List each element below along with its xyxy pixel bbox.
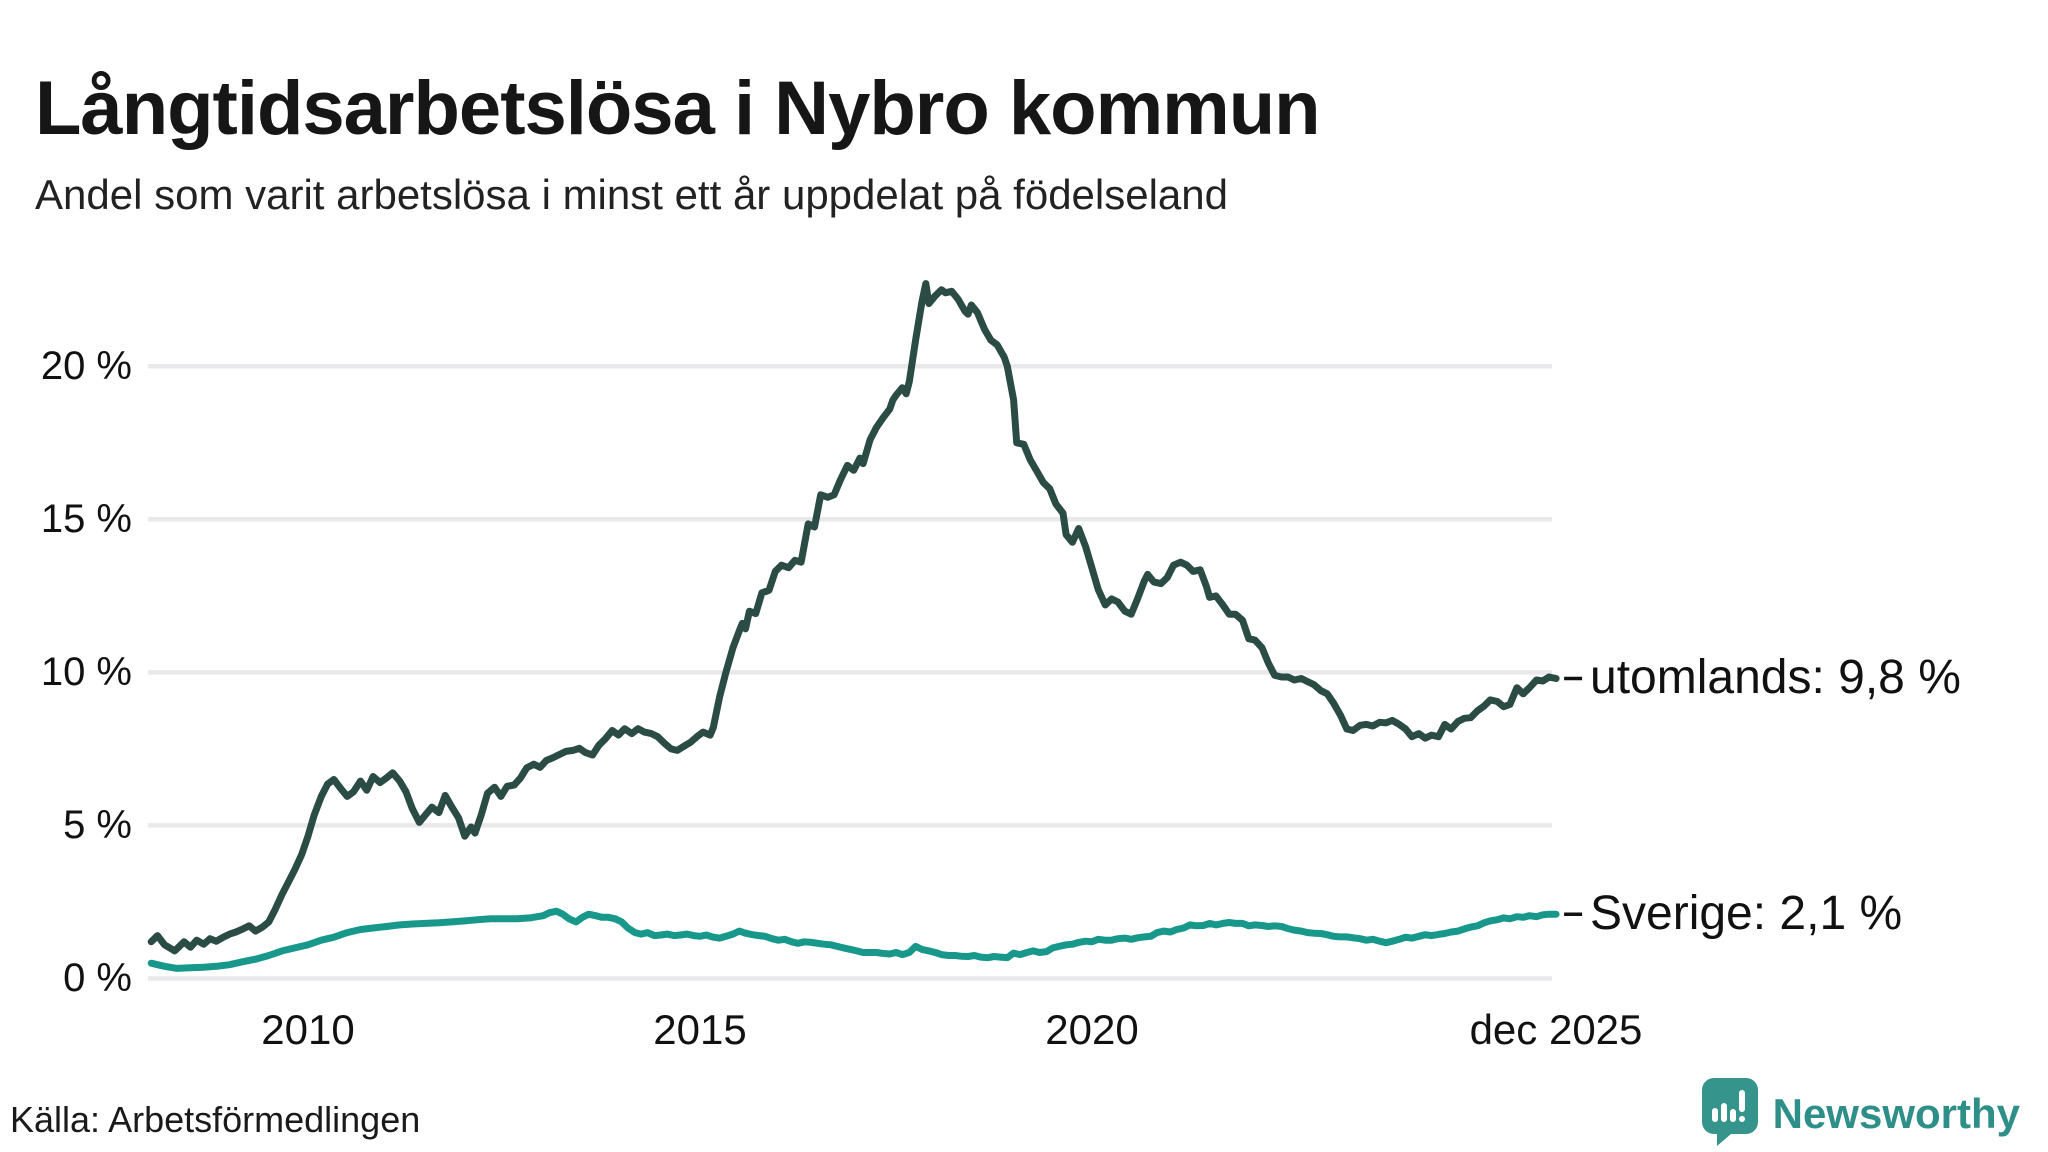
page-subtitle: Andel som varit arbetslösa i minst ett å… (35, 171, 1229, 218)
series-line-sverige (147, 907, 1560, 972)
x-axis-tick-2010: 2010 (261, 1006, 355, 1053)
y-axis-tick-0: 0 % (63, 956, 132, 1000)
y-axis-tick-15: 15 % (40, 497, 132, 541)
y-axis-tick-10: 10 % (40, 650, 132, 694)
x-axis-tick-dec-2025: dec 2025 (1469, 1006, 1643, 1053)
x-axis-tick-2020: 2020 (1045, 1006, 1139, 1053)
page-title: Långtidsarbetslösa i Nybro kommun (35, 65, 1321, 151)
source-note: Källa: Arbetsförmedlingen (10, 1099, 421, 1140)
y-axis-tick-20: 20 % (40, 344, 132, 388)
y-axis-tick-5: 5 % (63, 803, 132, 847)
brand-name: Newsworthy (1772, 1090, 2020, 1137)
brand-logo: Newsworthy (1701, 1077, 2020, 1146)
series-label-sverige: Sverige: 2,1 % (1590, 887, 1903, 940)
x-axis-tick-2015: 2015 (653, 1006, 747, 1053)
series-label-utomlands: utomlands: 9,8 % (1590, 651, 1961, 704)
series-line-utomlands (147, 280, 1560, 955)
newsworthy-icon (1701, 1077, 1759, 1152)
